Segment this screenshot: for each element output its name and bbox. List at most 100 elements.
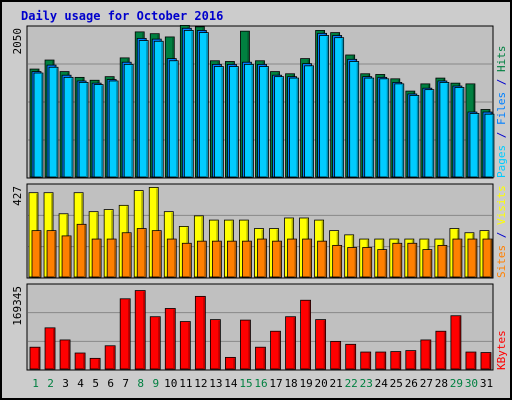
bar-sites-day-1: [31, 230, 42, 278]
x-tick-label-day-26: 26: [405, 377, 418, 390]
bar-pages-day-19: [304, 65, 314, 178]
bar-kbytes-day-21: [330, 340, 342, 370]
bar-pages-day-5: [93, 84, 104, 178]
bar-sites-day-24: [377, 249, 388, 278]
x-tick-label-day-14: 14: [224, 377, 238, 390]
bar-kbytes-day-31: [480, 352, 492, 370]
bar-kbytes-day-4: [74, 352, 86, 370]
legend-entry: /: [495, 225, 508, 245]
bar-sites-day-12: [196, 240, 207, 278]
bar-pages-day-10: [168, 60, 179, 178]
bar-kbytes-day-17: [270, 330, 281, 370]
bar-kbytes-day-27: [420, 339, 432, 370]
bar-sites-day-7: [121, 232, 132, 278]
legend-hits-files-pages: Pages / Files / Hits: [495, 46, 508, 179]
bar-pages-day-23: [364, 77, 375, 178]
bar-sites-day-4: [76, 223, 87, 278]
bar-pages-day-8: [138, 40, 149, 178]
bar-sites-day-11: [181, 242, 192, 278]
bar-kbytes-day-16: [255, 346, 266, 370]
bar-sites-day-15: [242, 240, 252, 278]
bar-sites-day-5: [91, 238, 102, 278]
bar-pages-day-1: [33, 72, 44, 178]
bar-kbytes-day-11: [179, 321, 191, 370]
bar-kbytes-day-3: [59, 339, 71, 370]
bar-pages-day-18: [289, 77, 299, 178]
x-tick-label-day-23: 23: [360, 377, 373, 390]
bar-kbytes-day-14: [225, 356, 236, 370]
bar-sites-day-20: [317, 240, 328, 278]
x-tick-label-day-18: 18: [284, 377, 297, 390]
x-tick-label-day-3: 3: [62, 377, 69, 390]
bar-pages-day-29: [454, 87, 465, 178]
x-tick-label-day-6: 6: [107, 377, 114, 390]
bar-pages-day-27: [424, 89, 435, 178]
bar-pages-day-22: [349, 61, 360, 178]
x-tick-label-day-2: 2: [47, 377, 54, 390]
bar-kbytes-day-26: [405, 350, 417, 370]
x-tick-label-day-16: 16: [254, 377, 267, 390]
bar-kbytes-day-9: [149, 316, 161, 370]
bar-kbytes-day-13: [209, 319, 221, 370]
bar-pages-day-20: [319, 35, 330, 178]
bar-kbytes-day-20: [315, 319, 327, 370]
x-tick-label-day-8: 8: [137, 377, 144, 390]
bar-kbytes-day-30: [465, 351, 477, 370]
ymax-label-hits-files-pages: 2050: [11, 28, 24, 55]
bar-pages-day-6: [108, 80, 119, 178]
bar-pages-day-21: [334, 37, 345, 178]
bar-sites-day-6: [106, 238, 117, 278]
bar-sites-day-29: [452, 238, 463, 278]
bar-sites-day-21: [332, 244, 343, 278]
bar-sites-day-18: [287, 238, 297, 278]
x-tick-label-day-30: 30: [465, 377, 478, 390]
bar-kbytes-day-8: [134, 290, 146, 370]
bar-pages-day-11: [183, 30, 194, 178]
bar-kbytes-day-7: [119, 298, 131, 370]
ymax-label-kbytes: 169345: [11, 286, 24, 326]
bar-sites-day-26: [407, 242, 418, 278]
bar-pages-day-24: [379, 78, 390, 178]
bar-sites-day-23: [362, 247, 373, 278]
bar-kbytes-day-18: [285, 316, 296, 370]
x-tick-label-day-19: 19: [299, 377, 312, 390]
x-tick-label-day-20: 20: [315, 377, 328, 390]
bar-kbytes-day-24: [375, 351, 387, 370]
bar-sites-day-9: [151, 230, 162, 278]
bar-pages-day-25: [394, 83, 405, 178]
ymax-label-visits-sites: 427: [11, 186, 24, 206]
bar-sites-day-22: [347, 247, 358, 278]
legend-visits-sites: Sites / Visits: [495, 185, 508, 278]
legend-entry: /: [495, 72, 508, 92]
bar-pages-day-13: [213, 66, 224, 178]
x-tick-label-day-31: 31: [480, 377, 493, 390]
bar-sites-day-3: [61, 235, 72, 278]
bar-pages-day-28: [439, 82, 450, 178]
bar-pages-day-2: [48, 66, 59, 178]
bar-sites-day-27: [422, 249, 433, 278]
bar-kbytes-day-10: [164, 308, 176, 370]
bar-pages-day-17: [274, 76, 284, 178]
bar-pages-day-4: [78, 82, 89, 178]
bar-kbytes-day-22: [345, 343, 357, 370]
bar-kbytes-day-5: [89, 357, 101, 370]
bar-pages-day-15: [244, 63, 254, 178]
bar-kbytes-day-28: [435, 330, 447, 370]
bar-kbytes-day-6: [104, 345, 116, 370]
x-tick-label-day-11: 11: [179, 377, 192, 390]
bar-sites-day-10: [166, 238, 177, 278]
bar-sites-day-25: [392, 242, 403, 278]
bar-kbytes-day-12: [194, 295, 206, 370]
bar-kbytes-day-1: [29, 346, 41, 370]
legend-entry: /: [495, 125, 508, 145]
bar-pages-day-14: [229, 66, 239, 178]
chart-title: Daily usage for October 2016: [21, 9, 224, 23]
bar-sites-day-13: [211, 240, 222, 278]
bar-sites-day-28: [437, 244, 448, 278]
bar-sites-day-30: [467, 238, 478, 278]
x-tick-label-day-5: 5: [92, 377, 99, 390]
bar-pages-day-26: [409, 95, 420, 178]
legend-entry: Hits: [495, 46, 508, 73]
bar-sites-day-31: [482, 238, 493, 278]
